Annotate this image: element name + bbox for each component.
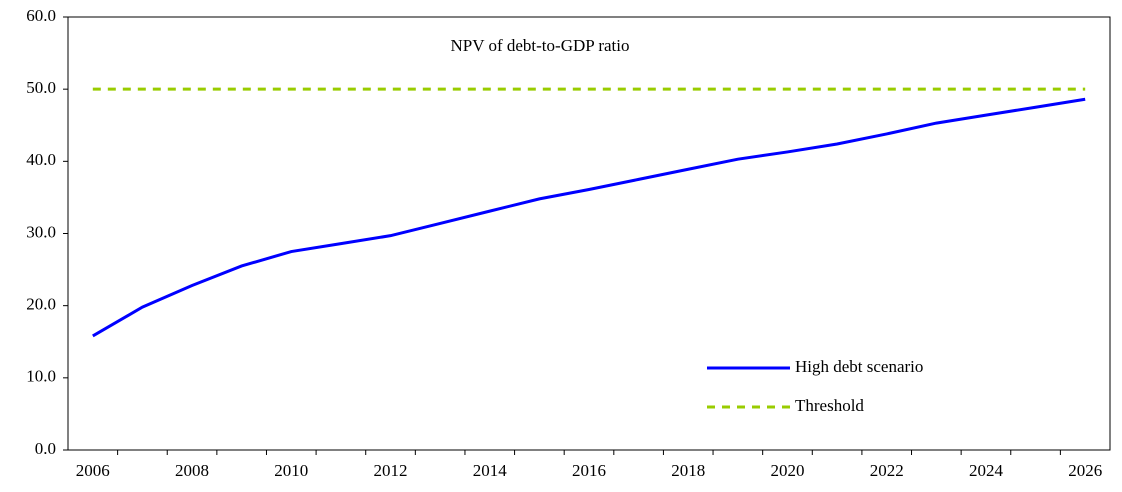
legend-label: High debt scenario [795,357,923,376]
y-tick-label: 30.0 [26,222,56,241]
x-tick-label: 2026 [1068,461,1102,480]
x-tick-label: 2012 [374,461,408,480]
x-tick-label: 2024 [969,461,1004,480]
x-tick-label: 2022 [870,461,904,480]
x-tick-label: 2014 [473,461,508,480]
x-tick-label: 2020 [770,461,804,480]
y-tick-label: 0.0 [35,439,56,458]
x-tick-label: 2008 [175,461,209,480]
y-tick-label: 50.0 [26,78,56,97]
plot-frame [67,16,1111,451]
series-line [92,97,1086,338]
y-tick-label: 20.0 [26,295,56,314]
y-tick-label: 40.0 [26,150,56,169]
y-tick-label: 60.0 [26,6,56,25]
x-tick-label: 2006 [76,461,110,480]
chart-title: NPV of debt-to-GDP ratio [451,36,630,55]
x-tick-label: 2018 [671,461,705,480]
x-tick-label: 2010 [274,461,308,480]
x-tick-label: 2016 [572,461,606,480]
y-tick-label: 10.0 [26,367,56,386]
legend-label: Threshold [795,396,864,415]
